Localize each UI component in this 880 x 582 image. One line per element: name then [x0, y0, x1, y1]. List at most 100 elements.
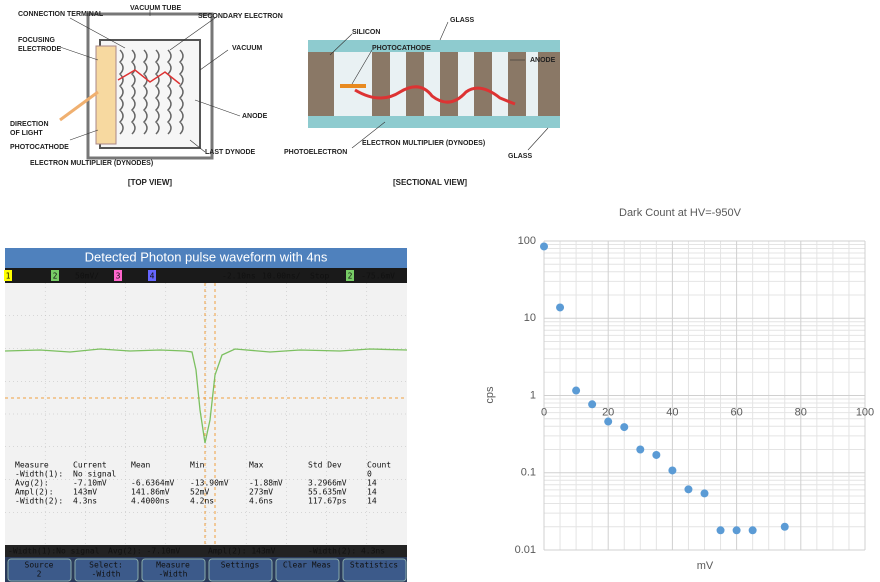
- table-cell: 143mV: [73, 488, 97, 497]
- diagram-label: ANODE: [242, 113, 268, 120]
- data-point: [733, 526, 741, 534]
- softkey-label: -Width: [159, 570, 188, 579]
- table-cell: 14: [367, 479, 377, 488]
- osc-header-item: 50mV/: [75, 272, 99, 281]
- data-point: [636, 445, 644, 453]
- softkey-label: Select:: [89, 561, 123, 570]
- table-cell: -7.10mV: [73, 479, 107, 488]
- table-cell: -6.6364mV: [131, 479, 175, 488]
- data-point: [684, 485, 692, 493]
- x-axis-label: mV: [697, 560, 714, 572]
- focusing-electrode: [96, 46, 116, 144]
- table-header: Mean: [131, 461, 150, 470]
- table-cell: 4.6ns: [249, 497, 273, 506]
- table-cell: 273mV: [249, 488, 273, 497]
- diagram-label: PHOTOCATHODE: [372, 45, 431, 52]
- table-header: Current: [73, 461, 107, 470]
- diagram-label: ANODE: [530, 57, 556, 64]
- diagram-label: PHOTOCATHODE: [10, 144, 69, 151]
- y-tick-label: 10: [524, 312, 536, 324]
- table-header: Min: [190, 461, 205, 470]
- glass-top: [308, 40, 560, 52]
- diagram-label: OF LIGHT: [10, 130, 43, 137]
- data-point: [604, 418, 612, 426]
- osc-header-item: -2.10ns: [222, 272, 256, 281]
- oscilloscope: Detected Photon pulse waveform with 4ns …: [4, 248, 407, 582]
- table-cell: Ampl(2):: [15, 488, 54, 497]
- table-cell: -13.90mV: [190, 479, 229, 488]
- data-point: [620, 423, 628, 431]
- table-cell: 4.4000ns: [131, 497, 170, 506]
- glass-bottom: [308, 116, 560, 128]
- page: CONNECTION TERMINAL VACUUM TUBE SECONDAR…: [0, 0, 880, 582]
- table-header: Max: [249, 461, 264, 470]
- table-cell: 4.2ns: [190, 497, 214, 506]
- softkey-label: Measure: [156, 561, 190, 570]
- y-tick-label: 0.1: [521, 467, 536, 479]
- diagram-label: DIRECTION: [10, 121, 49, 128]
- y-tick-label: 0.01: [515, 544, 536, 556]
- diagram-label: LAST DYNODE: [205, 149, 256, 156]
- diagram-label: ELECTRODE: [18, 46, 62, 53]
- table-cell: 0: [367, 470, 372, 479]
- table-cell: 52mV: [190, 488, 209, 497]
- osc-header-item: 1: [6, 272, 11, 281]
- table-header: Count: [367, 461, 391, 470]
- data-point: [540, 242, 548, 250]
- osc-header-item: 2: [53, 272, 58, 281]
- sectional-view-diagram: SILICON PHOTOCATHODE GLASS ANODE PHOTOEL…: [284, 17, 560, 187]
- diagram-label: SILICON: [352, 29, 380, 36]
- x-tick-label: 0: [541, 406, 547, 418]
- softkey-label: -Width: [92, 570, 121, 579]
- diagram-label: SECONDARY ELECTRON: [198, 13, 283, 20]
- softkey-label: Source: [25, 561, 54, 570]
- table-header: Std Dev: [308, 461, 342, 470]
- data-point: [717, 526, 725, 534]
- softkey-label: Statistics: [350, 561, 398, 570]
- table-cell: Avg(2):: [15, 479, 49, 488]
- table-cell: 14: [367, 497, 377, 506]
- softkey-label: Clear Meas: [283, 561, 331, 570]
- table-cell: -1.88mV: [249, 479, 283, 488]
- data-point: [781, 523, 789, 531]
- diagram-label: FOCUSING: [18, 37, 56, 44]
- osc-header-item: 4: [150, 272, 155, 281]
- table-cell: 55.635mV: [308, 488, 347, 497]
- data-point: [572, 387, 580, 395]
- diagram-caption: [TOP VIEW]: [128, 178, 172, 187]
- data-point: [668, 466, 676, 474]
- data-point: [588, 400, 596, 408]
- diagram-label: GLASS: [450, 17, 474, 24]
- table-cell: 117.67ps: [308, 497, 347, 506]
- status-item: Avg(2): -7.10mV: [108, 547, 180, 556]
- diagram-label: ELECTRON MULTIPLIER (DYNODES): [30, 160, 153, 167]
- table-cell: 141.86mV: [131, 488, 170, 497]
- diagram-label: CONNECTION TERMINAL: [18, 11, 104, 18]
- osc-title: Detected Photon pulse waveform with 4ns: [85, 249, 328, 264]
- data-point: [556, 303, 564, 311]
- x-tick-label: 100: [856, 406, 874, 418]
- softkey-label: Settings: [221, 561, 260, 570]
- data-point: [652, 451, 660, 459]
- x-tick-label: 20: [602, 406, 614, 418]
- y-tick-label: 1: [530, 389, 536, 401]
- table-cell: 14: [367, 488, 377, 497]
- diagram-label: GLASS: [508, 153, 532, 160]
- diagram-caption: [SECTIONAL VIEW]: [393, 178, 467, 187]
- top-view-diagram: CONNECTION TERMINAL VACUUM TUBE SECONDAR…: [10, 5, 283, 187]
- scatter-chart: Dark Count at HV=-950V mV cps 0.010.1110…: [484, 207, 874, 572]
- status-item: Ampl(2): 143mV: [208, 547, 276, 556]
- x-tick-label: 60: [730, 406, 742, 418]
- diagram-label: PHOTOELECTRON: [284, 149, 347, 156]
- osc-header-item: -75.6mV: [361, 272, 395, 281]
- table-cell: 4.3ns: [73, 497, 97, 506]
- y-tick-label: 100: [518, 235, 536, 247]
- y-axis-label: cps: [484, 386, 496, 404]
- table-header: Measure: [15, 461, 49, 470]
- table-cell: 3.2966mV: [308, 479, 347, 488]
- photocathode: [340, 84, 366, 88]
- status-item: -Width(1):No signal: [8, 547, 100, 556]
- osc-header-item: 10.00ns/: [262, 272, 301, 281]
- osc-header-item: 3: [116, 272, 121, 281]
- table-cell: No signal: [73, 470, 117, 479]
